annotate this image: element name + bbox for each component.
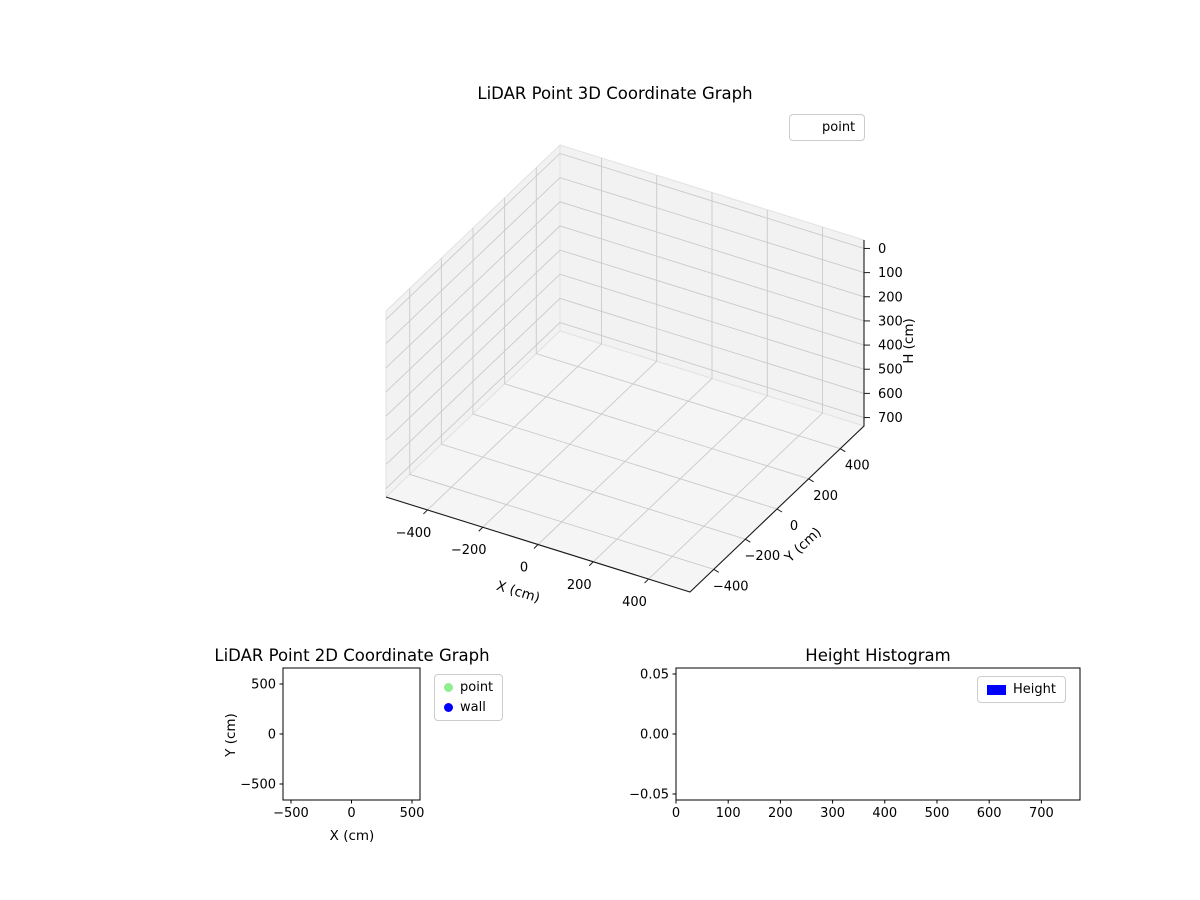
x-tick xyxy=(588,561,594,567)
plot2d-y-tick-label: 500 xyxy=(251,678,276,693)
y-gridline xyxy=(535,167,841,450)
wall-marker-icon xyxy=(444,703,453,712)
y-tick xyxy=(745,538,751,543)
hist-x-tick-label: 200 xyxy=(768,806,793,821)
hist-x-tick-label: 100 xyxy=(716,806,741,821)
x-tick-label: −200 xyxy=(451,543,487,558)
hist-x-tick-label: 700 xyxy=(1029,806,1054,821)
plot2d-x-tick-label: 500 xyxy=(400,806,425,821)
y-tick-label: −400 xyxy=(713,579,749,594)
h-tick-label: 200 xyxy=(878,290,903,305)
hist-y-tick-label: −0.05 xyxy=(629,788,669,803)
y-tick xyxy=(713,568,719,573)
hist-x-tick-label: 400 xyxy=(872,806,897,821)
x-gridline xyxy=(427,157,602,511)
plot2d-legend-entry-point: point xyxy=(444,679,493,696)
hist-x-tick-label: 600 xyxy=(977,806,1002,821)
plot3d-legend-label: point xyxy=(822,120,856,135)
x-gridline xyxy=(482,175,658,528)
h-gridline xyxy=(385,249,865,417)
plot2d-legend-label-wall: wall xyxy=(460,700,486,715)
plot2d-x-tick-label: −500 xyxy=(273,806,309,821)
y-tick xyxy=(776,508,783,513)
plot2d-xlabel: X (cm) xyxy=(329,828,375,844)
y-tick-label: 200 xyxy=(813,489,838,504)
y-axis-label-3d: Y (cm) xyxy=(781,524,825,566)
h-tick-label: 700 xyxy=(878,411,903,426)
x-tick xyxy=(423,509,428,515)
hist-legend-entry-height: Height xyxy=(987,681,1056,698)
x-tick xyxy=(533,544,539,549)
y-gridline xyxy=(409,288,714,570)
h-tick-label: 600 xyxy=(878,387,903,402)
y-tick-label: 400 xyxy=(845,459,870,474)
y-tick-label: 0 xyxy=(790,519,798,534)
h-tick-label: 0 xyxy=(878,242,886,257)
x-tick-label: −400 xyxy=(396,526,432,541)
h-tick-label: 400 xyxy=(878,339,903,354)
plot2d-ylabel: Y (cm) xyxy=(223,713,239,757)
hist-x-tick-label: 300 xyxy=(820,806,845,821)
hist-legend: Height xyxy=(977,676,1066,703)
h-tick-label: 300 xyxy=(878,314,903,329)
y-gridline xyxy=(472,228,778,510)
plot2d-y-tick-label: 0 xyxy=(268,728,276,743)
x-tick xyxy=(644,578,649,584)
x-tick-label: 200 xyxy=(567,578,592,593)
point-marker-none-icon xyxy=(799,123,815,133)
x-gridline xyxy=(537,192,713,545)
hist-title: Height Histogram xyxy=(805,646,951,665)
h-axis-label-3d: H (cm) xyxy=(901,318,917,364)
height-patch-icon xyxy=(987,684,1006,695)
point-marker-icon xyxy=(444,683,453,692)
plot3d-legend: point xyxy=(789,114,866,141)
plot2d-legend: point wall xyxy=(434,674,504,721)
y-tick-label: −200 xyxy=(745,549,781,564)
h-tick-label: 500 xyxy=(878,363,903,378)
hist-y-tick-label: 0.05 xyxy=(640,668,669,683)
x-tick xyxy=(478,526,484,532)
plot2d-legend-label-point: point xyxy=(460,680,494,695)
plot2d-x-tick-label: 0 xyxy=(347,806,355,821)
h-gridline xyxy=(385,297,865,465)
y-gridline xyxy=(440,258,746,540)
h-tick-label: 100 xyxy=(878,266,903,281)
x-gridline xyxy=(592,209,768,563)
plot2d-frame xyxy=(282,667,421,801)
x-gridline xyxy=(648,227,823,580)
h-gridline xyxy=(385,225,865,393)
hist-x-tick-label: 0 xyxy=(672,806,680,821)
x-axis-label-3d: X (cm) xyxy=(494,578,541,606)
x-tick-label: 0 xyxy=(520,561,528,576)
plot3d-title: LiDAR Point 3D Coordinate Graph xyxy=(477,84,753,103)
x-tick-label: 400 xyxy=(622,595,647,610)
plot2d-y-tick-label: −500 xyxy=(240,778,276,793)
y-gridline xyxy=(504,197,809,480)
plot2d-legend-entry-wall: wall xyxy=(444,699,493,716)
hist-legend-label: Height xyxy=(1013,682,1056,697)
plot3d-legend-entry-point: point xyxy=(799,119,855,136)
plot2d-title: LiDAR Point 2D Coordinate Graph xyxy=(214,646,490,665)
hist-x-tick-label: 500 xyxy=(925,806,950,821)
h-gridline xyxy=(385,273,865,441)
h-gridline xyxy=(385,322,865,489)
hist-y-tick-label: 0.00 xyxy=(640,728,669,743)
h-gridline xyxy=(385,201,865,369)
y-tick xyxy=(808,478,814,483)
y-tick xyxy=(840,448,846,453)
h-gridline xyxy=(385,152,865,320)
h-gridline xyxy=(385,177,865,344)
